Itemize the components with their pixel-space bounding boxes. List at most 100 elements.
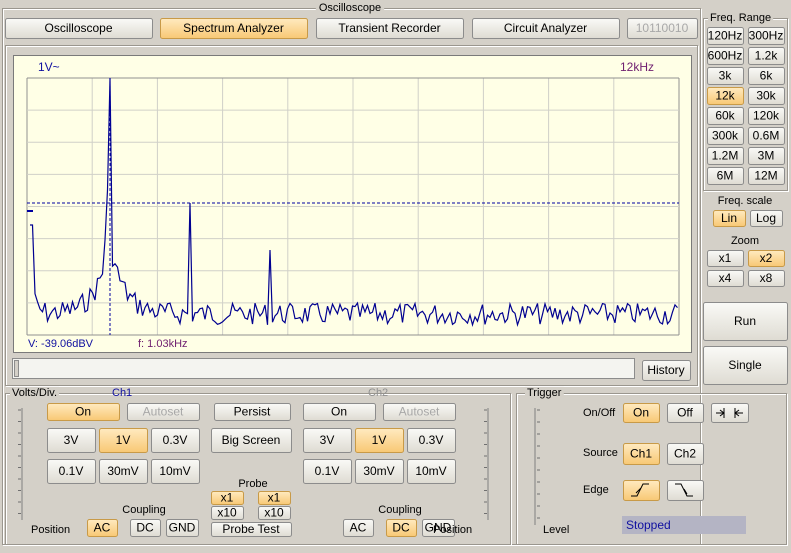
tab-button[interactable] [472, 18, 620, 39]
tab-button-label: Transient Recorder [338, 21, 440, 35]
source-button-label: Ch2 [674, 447, 696, 461]
group-title: Trigger [527, 387, 562, 399]
freq-button[interactable] [707, 127, 744, 145]
range-button[interactable] [151, 428, 200, 453]
freq-button[interactable] [748, 87, 785, 105]
amplitude-label: 1V~ [38, 60, 60, 74]
probe-button[interactable] [258, 491, 291, 505]
range-button[interactable] [47, 428, 96, 453]
single-button-label: Single [728, 358, 762, 372]
zoom-button[interactable] [748, 250, 785, 267]
freq-button-label: 6k [760, 69, 774, 83]
probe-button[interactable] [211, 506, 244, 520]
freq-button[interactable] [707, 87, 744, 105]
group-box [5, 45, 698, 386]
range-button[interactable] [303, 459, 352, 484]
range-button[interactable] [99, 459, 148, 484]
range-button[interactable] [355, 428, 404, 453]
on-button[interactable] [303, 403, 376, 421]
status-box [622, 516, 746, 534]
range-button[interactable] [355, 459, 404, 484]
zoom-button[interactable] [707, 270, 744, 287]
coupling-button[interactable] [87, 519, 118, 537]
trigger-off-button-label: Off [677, 406, 693, 420]
freq-scale-title: Freq. scale [718, 195, 772, 207]
zoom-button[interactable] [748, 270, 785, 287]
range-label: 12kHz [620, 60, 654, 74]
autoset-button[interactable] [127, 403, 200, 421]
zoom-button[interactable] [707, 250, 744, 267]
freq-button[interactable] [748, 47, 785, 65]
on-button[interactable] [47, 403, 120, 421]
group-title-bg [525, 386, 564, 399]
group-title-bg [708, 11, 774, 24]
freq-button-label: 3k [719, 69, 733, 83]
range-button-label: 1V [372, 433, 387, 447]
freq-button-label: 12k [715, 89, 735, 103]
coupling-button[interactable] [386, 519, 417, 537]
probe-button-label: x10 [217, 506, 237, 520]
freq-button[interactable] [748, 27, 785, 45]
probe-test-button[interactable] [211, 522, 292, 537]
group-box [517, 394, 788, 546]
edge-rising-button[interactable] [623, 480, 660, 501]
tab-button[interactable] [5, 18, 153, 39]
on-button-label: On [75, 405, 91, 419]
range-button[interactable] [47, 459, 96, 484]
autoset-button[interactable] [383, 403, 456, 421]
run-button[interactable] [703, 302, 788, 341]
freq-button[interactable] [707, 167, 744, 185]
freq-button[interactable] [748, 127, 785, 145]
probe-button[interactable] [211, 491, 244, 505]
edge-label: Edge [583, 484, 609, 496]
range-button[interactable] [407, 459, 456, 484]
freq-button-label: 300k [712, 129, 739, 143]
source-button[interactable] [623, 443, 660, 465]
source-label: Source [583, 447, 618, 459]
freq-button[interactable] [707, 107, 744, 125]
freq-button[interactable] [707, 67, 744, 85]
freq-button[interactable] [748, 147, 785, 165]
scrollbar[interactable] [12, 358, 635, 379]
trigger-on-button[interactable] [623, 403, 660, 423]
coupling-button[interactable] [130, 519, 161, 537]
window-title: Oscilloscope [319, 2, 381, 14]
range-button[interactable] [151, 459, 200, 484]
freq-button-label: 6M [717, 169, 734, 183]
freq-button[interactable] [748, 107, 785, 125]
coupling-button-label: DC [136, 521, 154, 535]
freq-button[interactable] [707, 47, 744, 65]
trigger-off-button[interactable] [667, 403, 704, 423]
freq-button-label: 30k [756, 89, 776, 103]
big-screen-button[interactable] [211, 428, 292, 453]
on-off-label: On/Off [583, 407, 616, 419]
scroll-thumb[interactable] [14, 360, 19, 377]
autoset-button-label: Autoset [143, 405, 184, 419]
coupling-button[interactable] [343, 519, 374, 537]
tab-button[interactable] [627, 18, 698, 39]
edge-falling-button[interactable] [667, 480, 704, 501]
tab-button[interactable] [316, 18, 464, 39]
coupling-button[interactable] [422, 519, 455, 537]
single-button[interactable] [703, 346, 788, 385]
freq-button[interactable] [748, 167, 785, 185]
coupling-button[interactable] [166, 519, 199, 537]
history-button[interactable] [642, 360, 691, 381]
persist-button[interactable] [214, 403, 291, 421]
scale-button[interactable] [713, 210, 746, 227]
group-box [516, 393, 787, 545]
source-button[interactable] [667, 443, 704, 465]
range-button[interactable] [303, 428, 352, 453]
title-bg [315, 1, 385, 14]
range-button[interactable] [407, 428, 456, 453]
freq-button-label: 3M [758, 149, 775, 163]
freq-button[interactable] [707, 147, 744, 165]
freq-button[interactable] [707, 27, 744, 45]
range-button[interactable] [99, 428, 148, 453]
scale-button[interactable] [750, 210, 783, 227]
center-button[interactable] [711, 403, 749, 423]
probe-button[interactable] [258, 506, 291, 520]
freq-button[interactable] [748, 67, 785, 85]
tab-button[interactable] [160, 18, 308, 39]
coupling-title: Coupling [122, 504, 165, 516]
